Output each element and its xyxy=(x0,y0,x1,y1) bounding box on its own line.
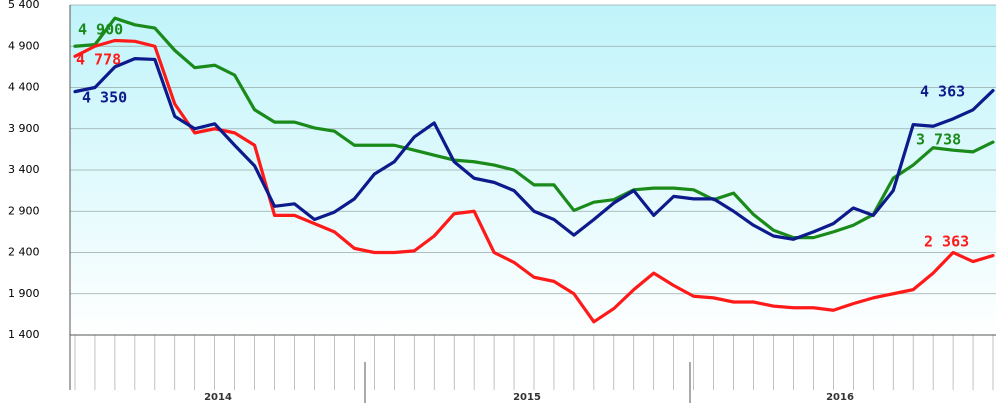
annotation: 4 350 xyxy=(82,89,127,107)
series-line xyxy=(73,57,995,241)
year-label: 2016 xyxy=(826,392,854,403)
series-line xyxy=(73,16,995,240)
y-tick-label: 3 900 xyxy=(8,122,40,135)
y-tick-label: 2 400 xyxy=(8,246,40,259)
annotation: 2 363 xyxy=(924,233,969,251)
annotation: 4 900 xyxy=(78,21,123,39)
annotation: 4 778 xyxy=(76,51,121,69)
annotation: 3 738 xyxy=(916,131,961,149)
y-tick-label: 4 400 xyxy=(8,81,40,94)
y-tick-label: 2 900 xyxy=(8,204,40,217)
y-tick-label: 1 400 xyxy=(8,328,40,341)
y-tick-label: 1 900 xyxy=(8,287,40,300)
year-label: 2015 xyxy=(513,392,541,403)
y-tick-label: 5 400 xyxy=(8,0,40,11)
y-tick-label: 3 400 xyxy=(8,163,40,176)
series-line xyxy=(73,38,995,324)
year-label: 2014 xyxy=(204,392,232,403)
annotation: 4 363 xyxy=(920,83,965,101)
y-tick-label: 4 900 xyxy=(8,39,40,52)
